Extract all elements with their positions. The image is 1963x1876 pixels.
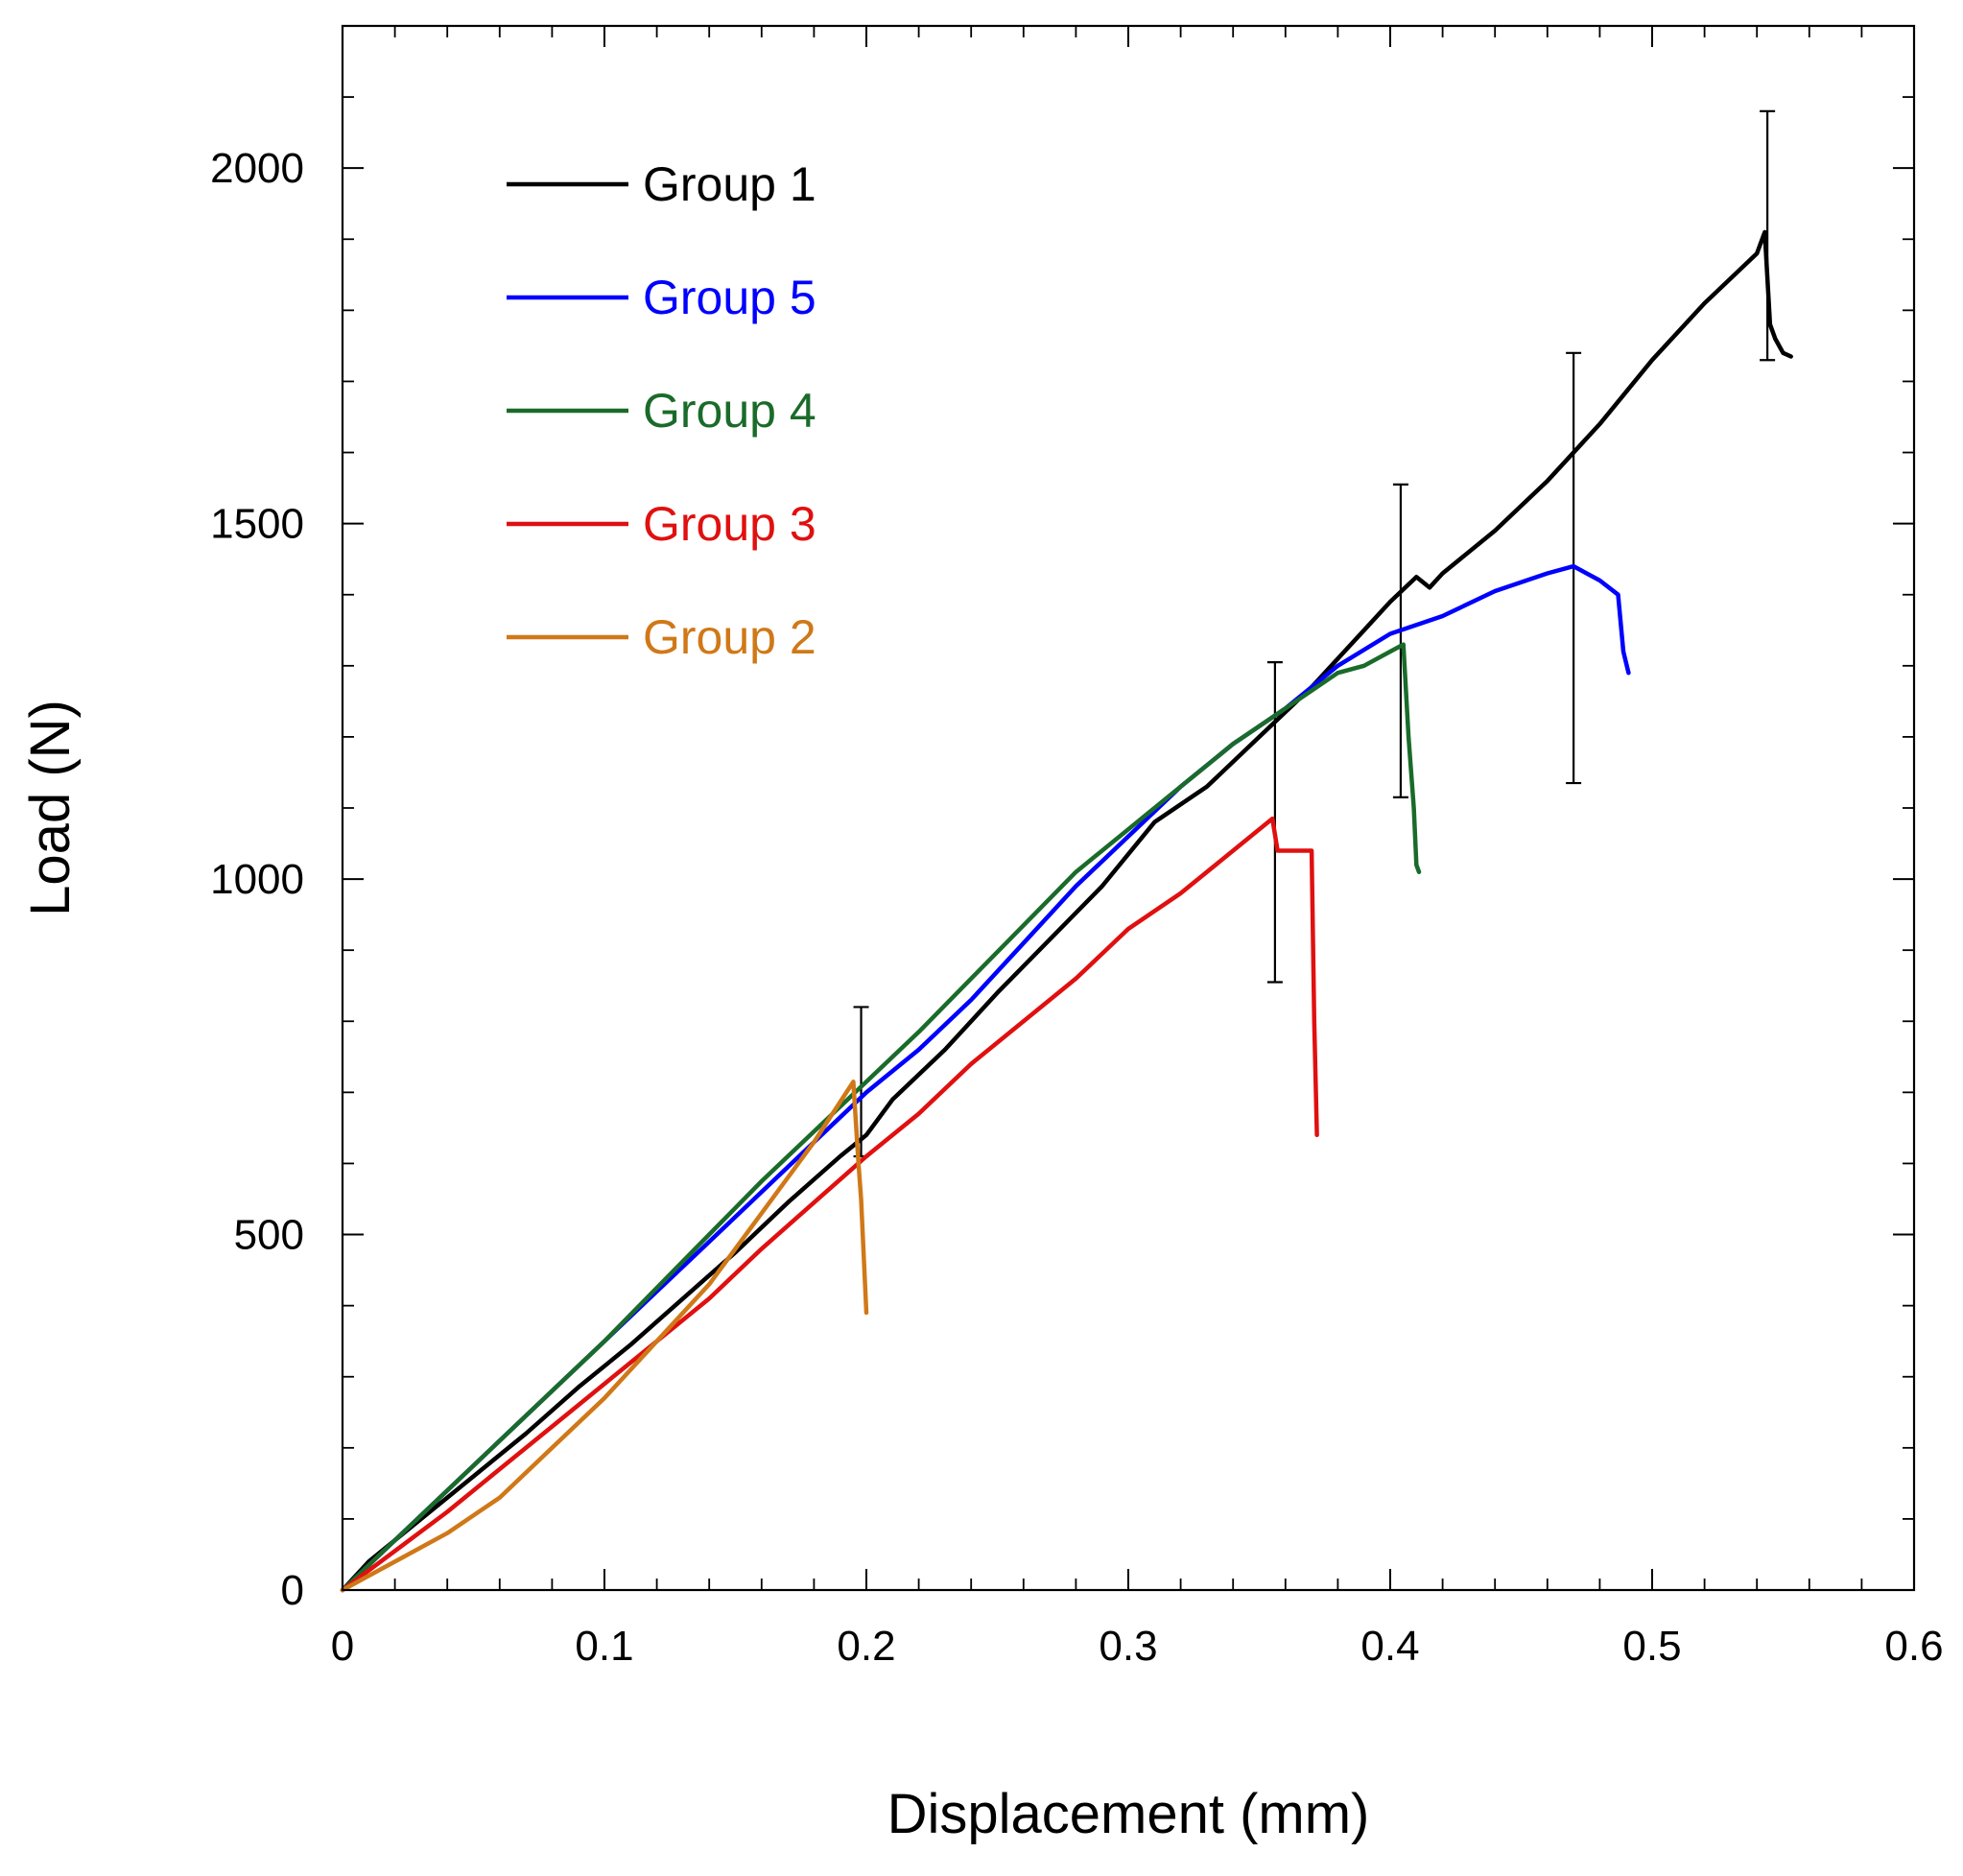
series-lines bbox=[340, 229, 1793, 1593]
x-tick-label: 0.4 bbox=[1360, 1623, 1419, 1670]
x-tick-label: 0.5 bbox=[1622, 1623, 1681, 1670]
legend-entry: Group 2 bbox=[507, 610, 816, 664]
plot-frame bbox=[341, 24, 1916, 1592]
tick-labels: 0 0.1 0.2 0.3 0.4 0.5 0.6 0 500 1000 1500 2000 bbox=[210, 145, 1943, 1670]
x-tick-label: 0.6 bbox=[1884, 1623, 1943, 1670]
series-line-group-2 bbox=[340, 1080, 869, 1593]
x-tick-label: 0.2 bbox=[837, 1623, 895, 1670]
series-line-group-1 bbox=[340, 229, 1793, 1593]
error-bar bbox=[1760, 109, 1776, 362]
legend-entry: Group 1 bbox=[507, 157, 816, 211]
legend-entry: Group 4 bbox=[507, 384, 816, 438]
y-tick-label: 0 bbox=[281, 1567, 304, 1614]
legend-label: Group 1 bbox=[643, 157, 816, 211]
x-tick-label: 0.3 bbox=[1099, 1623, 1157, 1670]
legend-entry: Group 3 bbox=[507, 497, 816, 551]
y-tick-label: 500 bbox=[234, 1212, 304, 1259]
x-tick-label: 0 bbox=[331, 1623, 354, 1670]
legend-label: Group 3 bbox=[643, 497, 816, 551]
error-bar bbox=[1392, 483, 1408, 798]
axis-ticks bbox=[342, 25, 1915, 1591]
y-tick-label: 1500 bbox=[210, 501, 304, 548]
y-axis-label: Load (N) bbox=[19, 700, 82, 916]
legend: Group 1 Group 5 Group 4 Group 3 Group 2 bbox=[507, 157, 816, 664]
y-tick-label: 1000 bbox=[210, 856, 304, 903]
error-bars bbox=[853, 109, 1776, 1158]
y-tick-label: 2000 bbox=[210, 145, 304, 192]
x-tick-label: 0.1 bbox=[575, 1623, 633, 1670]
legend-label: Group 5 bbox=[643, 271, 816, 324]
legend-label: Group 4 bbox=[643, 384, 816, 438]
series-line-group-4 bbox=[340, 642, 1422, 1593]
x-axis-label: Displacement (mm) bbox=[887, 1783, 1370, 1845]
series-line-group-5 bbox=[340, 563, 1631, 1593]
legend-entry: Group 5 bbox=[507, 271, 816, 324]
legend-label: Group 2 bbox=[643, 610, 816, 664]
series-line-group-3 bbox=[340, 816, 1319, 1593]
